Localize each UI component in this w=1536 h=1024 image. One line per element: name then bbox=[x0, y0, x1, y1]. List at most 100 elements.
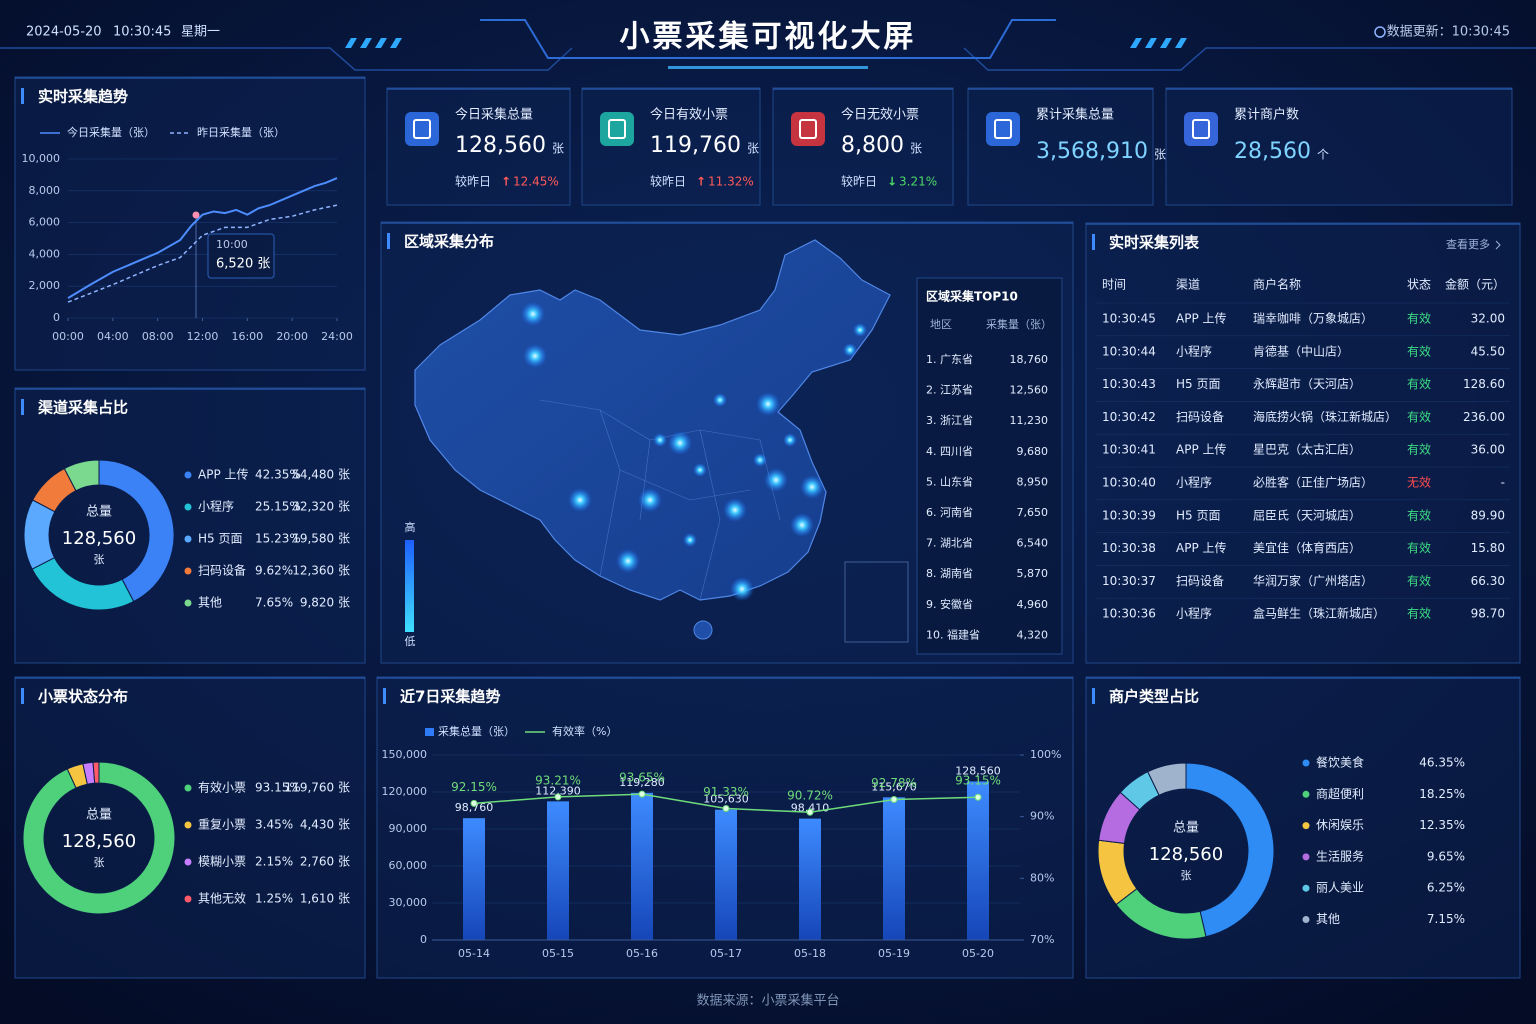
table-cell: 有效 bbox=[1407, 442, 1431, 457]
legend-percent: 2.15% bbox=[255, 855, 293, 869]
table-cell: 小程序 bbox=[1176, 343, 1212, 358]
table-cell: 10:30:44 bbox=[1102, 344, 1156, 358]
legend-dot bbox=[1302, 822, 1310, 830]
rate-point bbox=[638, 790, 646, 798]
time: 10:30:45 bbox=[113, 25, 171, 40]
panel-title: 近7日采集趋势 bbox=[400, 688, 500, 706]
top10-box bbox=[916, 277, 1063, 655]
panel-top-edge bbox=[381, 222, 1073, 224]
kpi-change: 12.45% bbox=[513, 175, 559, 189]
panel-title: 渠道采集占比 bbox=[38, 399, 128, 417]
panel-title: 实时采集趋势 bbox=[38, 88, 128, 106]
kpi-compare-label: 较昨日 bbox=[841, 174, 877, 189]
legend-dot bbox=[1302, 853, 1310, 861]
panel-top-edge bbox=[15, 388, 365, 390]
table-header: 金额（元） bbox=[1445, 277, 1505, 292]
map-glow bbox=[683, 533, 697, 547]
map-glow bbox=[713, 393, 727, 407]
legend-label: 其他 bbox=[198, 596, 222, 610]
panel-title: 小票状态分布 bbox=[38, 688, 128, 706]
title-accent bbox=[383, 688, 386, 704]
map-glow bbox=[638, 488, 662, 512]
panel bbox=[14, 387, 366, 664]
table-cell: 肯德基（中山店） bbox=[1253, 343, 1349, 358]
panel bbox=[1165, 87, 1513, 206]
line-series bbox=[67, 177, 338, 299]
center-unit: 张 bbox=[1181, 869, 1192, 882]
legend-percent: 9.62% bbox=[255, 564, 293, 578]
legend-dot bbox=[184, 784, 192, 792]
bar bbox=[799, 818, 821, 940]
legend-count: 119,760 张 bbox=[285, 781, 350, 795]
top10-value: 4,960 bbox=[1017, 598, 1049, 611]
bar bbox=[967, 781, 989, 940]
table-cell: 美宜佳（体育西店） bbox=[1253, 540, 1361, 555]
south-sea-inset bbox=[844, 561, 909, 643]
bar-label: 98,760 bbox=[455, 801, 494, 814]
top10-header: 采集量（张） bbox=[986, 317, 1052, 331]
legend-dot bbox=[1302, 916, 1310, 923]
table-cell: 15.80 bbox=[1471, 541, 1505, 555]
table-cell: 小程序 bbox=[1176, 475, 1212, 490]
top10-region: 1. 广东省 bbox=[926, 353, 973, 366]
y-tick-label: 120,000 bbox=[382, 785, 428, 798]
table-cell: 45.50 bbox=[1471, 344, 1505, 358]
top10-region: 8. 湖南省 bbox=[926, 567, 973, 580]
x-tick-label: 05-18 bbox=[794, 947, 826, 960]
top10-region: 5. 山东省 bbox=[926, 475, 973, 488]
top10-region: 7. 湖北省 bbox=[926, 537, 973, 550]
view-more-chevron bbox=[1495, 240, 1501, 250]
x-tick-label: 05-19 bbox=[878, 947, 910, 960]
map-glow bbox=[853, 323, 867, 337]
table-cell: 32.00 bbox=[1471, 312, 1505, 326]
table-cell: 瑞幸咖啡（万象城店） bbox=[1253, 311, 1373, 326]
pie-slice bbox=[92, 761, 100, 784]
kpi-value: 128,560 bbox=[455, 133, 546, 158]
rate-label: 91.33% bbox=[703, 785, 749, 799]
legend-label: 其他 bbox=[1316, 912, 1340, 926]
panel-title: 区域采集分布 bbox=[404, 233, 494, 251]
center-label: 总量 bbox=[86, 505, 112, 520]
kpi-unit: 张 bbox=[552, 142, 564, 156]
legend-percent: 15.23% bbox=[255, 532, 301, 546]
legend-low: 低 bbox=[405, 635, 416, 648]
legend-swatch bbox=[425, 728, 434, 736]
date: 2024-05-20 bbox=[26, 25, 102, 40]
pie-slice bbox=[1185, 762, 1275, 938]
kpi-icon bbox=[791, 112, 825, 146]
legend-label: 商超便利 bbox=[1316, 786, 1364, 801]
kpi-label: 今日采集总量 bbox=[455, 107, 533, 123]
y-tick-label: 90,000 bbox=[389, 822, 428, 835]
bar-label: 112,390 bbox=[535, 784, 581, 797]
rate-point bbox=[470, 799, 478, 807]
legend-percent: 9.65% bbox=[1427, 849, 1465, 863]
title-glow bbox=[668, 66, 868, 69]
legend-label: 重复小票 bbox=[198, 818, 246, 832]
view-more[interactable]: 查看更多 bbox=[1446, 237, 1490, 251]
table-cell: 128.60 bbox=[1463, 377, 1505, 391]
y2-tick-label: 80% bbox=[1030, 871, 1054, 884]
hainan bbox=[693, 620, 713, 640]
top10-value: 7,650 bbox=[1017, 506, 1049, 519]
x-tick-label: 00:00 bbox=[52, 330, 84, 343]
map-glow bbox=[653, 433, 667, 447]
legend-count: 4,430 张 bbox=[300, 818, 350, 832]
legend-label: 模糊小票 bbox=[198, 854, 246, 869]
rate-label: 92.15% bbox=[451, 780, 497, 794]
legend-percent: 46.35% bbox=[1419, 756, 1465, 770]
kpi-icon bbox=[986, 112, 1020, 146]
panel-top-edge bbox=[387, 88, 570, 90]
table-cell: 10:30:38 bbox=[1102, 541, 1156, 555]
tooltip-value: 6,520 张 bbox=[216, 257, 270, 272]
legend-percent: 1.25% bbox=[255, 892, 293, 906]
legend-dot bbox=[1302, 790, 1310, 798]
panel bbox=[581, 87, 761, 206]
panel bbox=[967, 87, 1154, 206]
kpi-label: 今日有效小票 bbox=[650, 107, 728, 123]
top10-region: 9. 安徽省 bbox=[926, 597, 973, 611]
panel bbox=[772, 87, 954, 206]
rate-label: 93.65% bbox=[619, 771, 665, 785]
table-cell: 10:30:37 bbox=[1102, 574, 1156, 588]
kpi-icon bbox=[405, 112, 439, 146]
